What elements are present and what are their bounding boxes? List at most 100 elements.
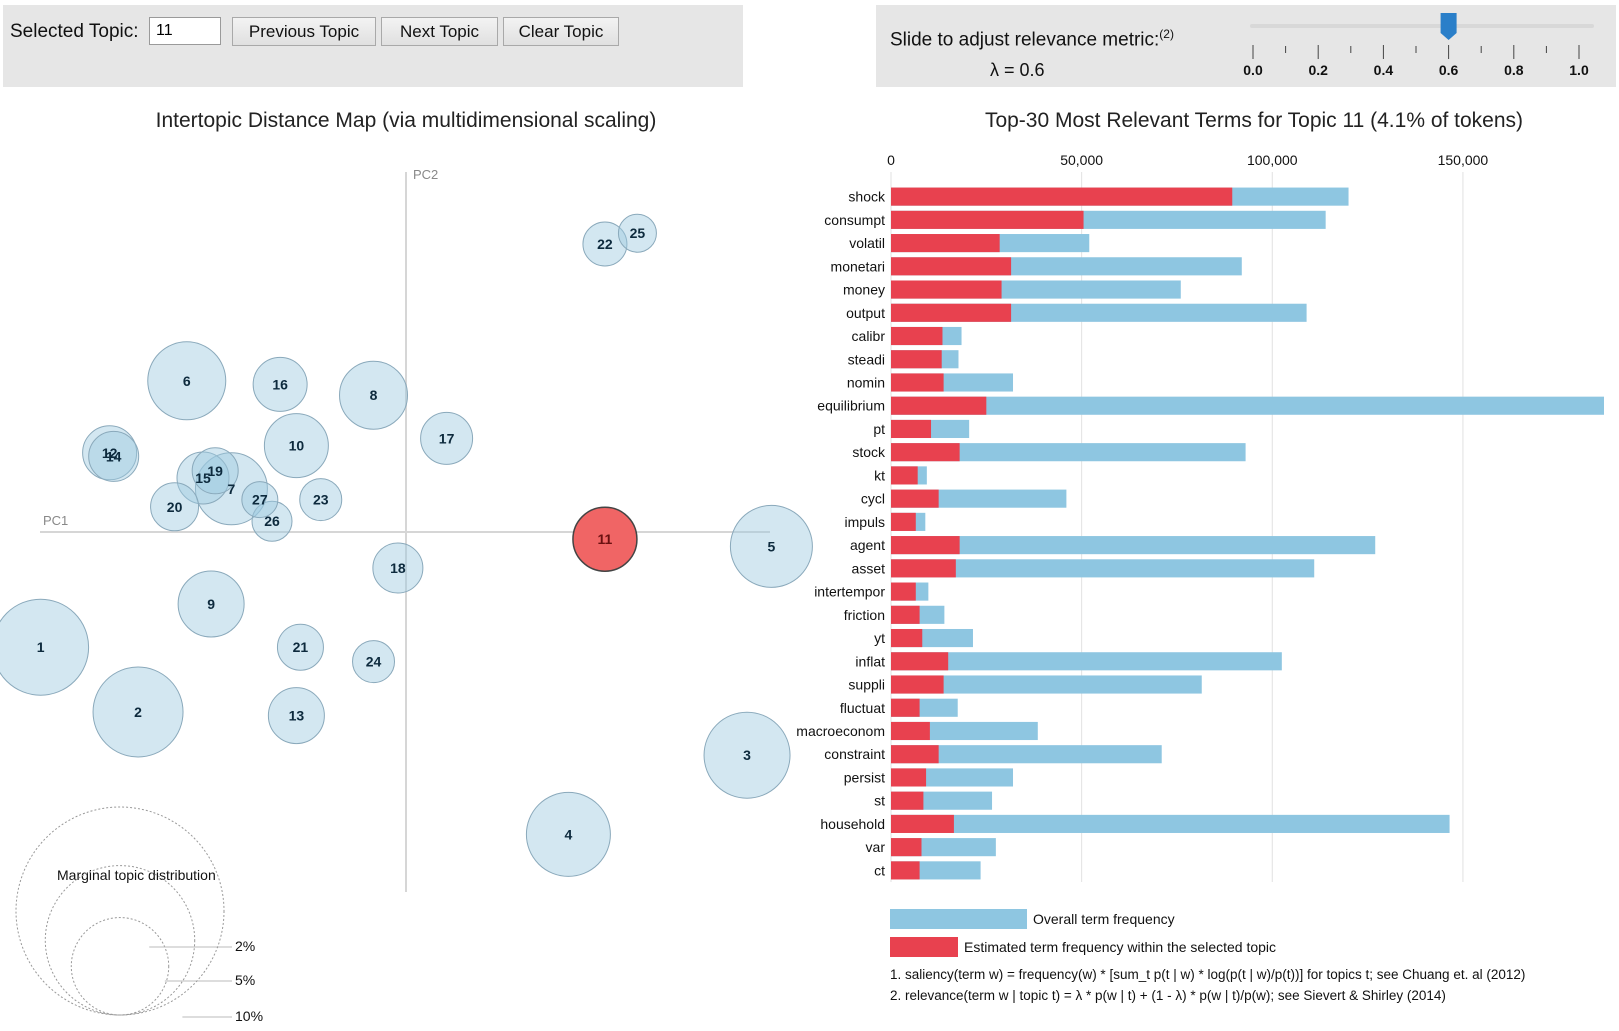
term-label-monetari[interactable]: monetari: [831, 258, 885, 274]
topic-bubble-17[interactable]: [420, 411, 474, 465]
topic-bubble-20[interactable]: [150, 482, 200, 532]
term-label-inflat[interactable]: inflat: [855, 653, 885, 669]
topic-bar-inflat[interactable]: [891, 652, 949, 671]
overall-bar-equilibrium[interactable]: [891, 396, 1604, 415]
term-label-agent[interactable]: agent: [850, 537, 885, 553]
topic-bar-ct[interactable]: [891, 861, 920, 880]
topic-bar-household[interactable]: [891, 814, 954, 833]
topic-bar-st[interactable]: [891, 791, 924, 810]
topic-bar-cycl[interactable]: [891, 489, 939, 508]
term-label-persist[interactable]: persist: [844, 769, 885, 785]
topic-bubble-2[interactable]: [92, 666, 184, 758]
topic-bubble-26[interactable]: [251, 500, 293, 542]
topic-bubble-18[interactable]: [372, 542, 424, 594]
term-label-constraint[interactable]: constraint: [824, 746, 885, 762]
topic-bar-stock[interactable]: [891, 443, 960, 462]
term-label-friction[interactable]: friction: [844, 607, 885, 623]
next-topic-button[interactable]: Next Topic: [381, 17, 498, 46]
topic-bubble-13[interactable]: [267, 687, 325, 745]
overall-bar-suppli[interactable]: [891, 675, 1202, 694]
topic-bar-nomin[interactable]: [891, 373, 944, 392]
topic-bar-suppli[interactable]: [891, 675, 944, 694]
topic-bubble-11[interactable]: [572, 506, 638, 572]
term-label-intertempor[interactable]: intertempor: [814, 584, 885, 600]
term-label-steadi[interactable]: steadi: [848, 351, 885, 367]
overall-bar-inflat[interactable]: [891, 652, 1282, 671]
overall-bar-household[interactable]: [891, 814, 1450, 833]
relevance-slider[interactable]: 0.0 0.2 0.4 0.6 0.8 1.0: [1243, 13, 1594, 78]
term-label-pt[interactable]: pt: [873, 421, 885, 437]
topic-bubble-5[interactable]: [729, 504, 813, 588]
clear-topic-button[interactable]: Clear Topic: [503, 17, 619, 46]
topic-bubble-3[interactable]: [703, 711, 791, 799]
term-label-ct[interactable]: ct: [874, 862, 885, 878]
term-label-macroeconom[interactable]: macroeconom: [796, 723, 885, 739]
term-label-money[interactable]: money: [843, 282, 885, 298]
term-label-calibr[interactable]: calibr: [852, 328, 886, 344]
term-label-household[interactable]: household: [820, 816, 885, 832]
topic-bar-impuls[interactable]: [891, 512, 916, 531]
term-label-nomin[interactable]: nomin: [847, 374, 885, 390]
term-label-st[interactable]: st: [874, 793, 885, 809]
topic-bubble-21[interactable]: [276, 623, 324, 671]
overall-bar-asset[interactable]: [891, 559, 1315, 578]
topic-bar-calibr[interactable]: [891, 326, 943, 346]
topic-bubble-16[interactable]: [252, 356, 308, 412]
topic-bar-shock[interactable]: [891, 187, 1233, 206]
term-label-var[interactable]: var: [866, 839, 886, 855]
topic-bubble-23[interactable]: [299, 478, 343, 522]
topic-bubble-1[interactable]: [0, 598, 90, 696]
topic-bar-yt[interactable]: [891, 628, 923, 648]
topic-bar-kt[interactable]: [891, 466, 918, 485]
term-label-stock[interactable]: stock: [852, 444, 886, 460]
term-label-asset[interactable]: asset: [852, 560, 886, 576]
slider-handle[interactable]: [1440, 13, 1457, 40]
term-label-kt[interactable]: kt: [874, 467, 885, 483]
term-label-equilibrium[interactable]: equilibrium: [817, 398, 885, 414]
topic-bubble-6[interactable]: [147, 341, 227, 421]
overall-bar-constraint[interactable]: [891, 745, 1162, 764]
topic-bubble-24[interactable]: [352, 640, 396, 684]
term-label-suppli[interactable]: suppli: [848, 677, 885, 693]
topic-bar-constraint[interactable]: [891, 745, 939, 764]
term-label-impuls[interactable]: impuls: [845, 514, 885, 530]
topic-bubble-25[interactable]: [617, 213, 657, 253]
topic-bubble-19[interactable]: [191, 447, 239, 495]
topic-bar-consumpt[interactable]: [891, 210, 1084, 229]
topic-bar-money[interactable]: [891, 280, 1002, 299]
overall-bar-stock[interactable]: [891, 443, 1246, 462]
topic-bar-friction[interactable]: [891, 605, 920, 624]
term-label-volatil[interactable]: volatil: [849, 235, 885, 251]
topic-bar-monetari[interactable]: [891, 257, 1012, 276]
topic-bar-pt[interactable]: [891, 419, 932, 439]
topic-bubble-22[interactable]: [582, 221, 628, 267]
topic-bar-intertempor[interactable]: [891, 582, 916, 601]
topic-bar-agent[interactable]: [891, 536, 960, 555]
overall-bar-agent[interactable]: [891, 536, 1376, 555]
topic-bubble-15[interactable]: [176, 451, 230, 505]
slider-track[interactable]: [1250, 24, 1594, 28]
topic-bar-fluctuat[interactable]: [891, 698, 920, 717]
topic-bubble-7[interactable]: [194, 452, 268, 526]
topic-bar-output[interactable]: [891, 303, 1012, 322]
term-label-shock[interactable]: shock: [848, 189, 886, 205]
term-label-output[interactable]: output: [846, 305, 885, 321]
term-label-consumpt[interactable]: consumpt: [824, 212, 885, 228]
topic-bar-steadi[interactable]: [891, 350, 942, 369]
topic-bar-volatil[interactable]: [891, 234, 1000, 253]
topic-bubble-4[interactable]: [525, 791, 611, 877]
term-label-fluctuat[interactable]: fluctuat: [840, 700, 885, 716]
topic-bar-persist[interactable]: [891, 768, 927, 787]
topic-bubble-27[interactable]: [241, 481, 279, 519]
topic-bubble-14[interactable]: [88, 430, 140, 482]
topic-bar-asset[interactable]: [891, 559, 956, 578]
topic-bar-var[interactable]: [891, 838, 922, 857]
term-label-yt[interactable]: yt: [874, 630, 885, 646]
topic-bubble-10[interactable]: [263, 413, 329, 479]
term-label-cycl[interactable]: cycl: [861, 491, 885, 507]
previous-topic-button[interactable]: Previous Topic: [232, 17, 376, 46]
selected-topic-input[interactable]: [149, 17, 221, 45]
topic-bubble-8[interactable]: [339, 360, 409, 430]
topic-bar-macroeconom[interactable]: [891, 721, 930, 741]
topic-bar-equilibrium[interactable]: [891, 396, 987, 415]
